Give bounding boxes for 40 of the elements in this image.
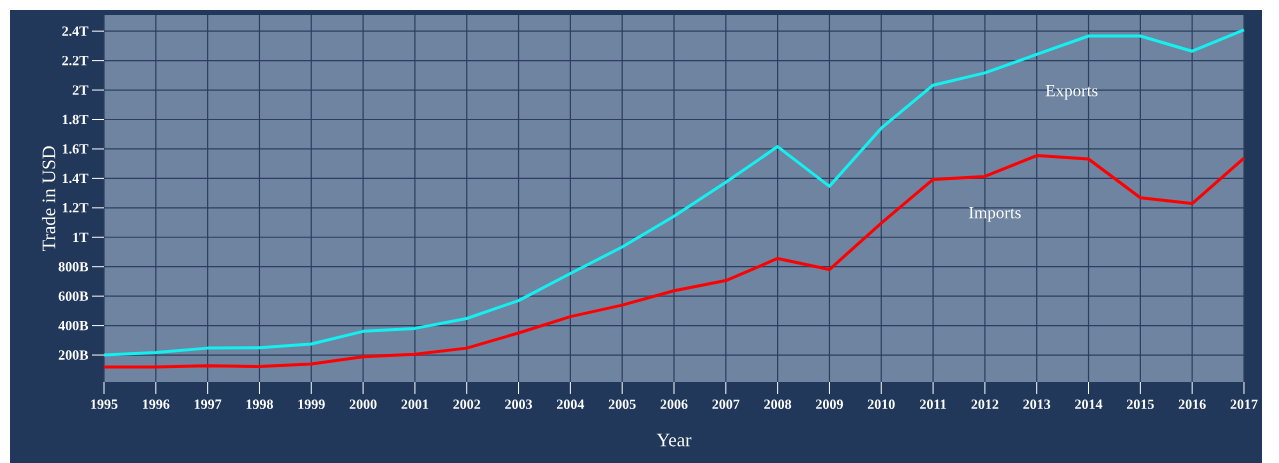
- x-tick-label: 2005: [608, 399, 636, 409]
- line-series: [102, 154, 1246, 369]
- x-tick-label: 2007: [712, 399, 740, 409]
- x-tick-label: 2006: [660, 399, 688, 409]
- y-tick-label: 2.4T: [62, 26, 89, 36]
- x-tick-label: 2011: [920, 399, 946, 409]
- x-tick-label: 2002: [453, 399, 481, 409]
- y-tick-label: 1.2T: [62, 203, 89, 213]
- x-tick-label: 2009: [816, 399, 843, 409]
- y-tick-label: 1.6T: [62, 144, 89, 154]
- series-label: Imports: [969, 207, 1021, 222]
- x-tick-label: 1997: [194, 399, 222, 409]
- x-tick-label: 1996: [142, 399, 170, 409]
- x-tick-label: 2014: [1075, 399, 1103, 409]
- x-tick-label: 2004: [556, 399, 585, 409]
- y-tick-label: 800B: [58, 261, 89, 272]
- x-tick-label: 2000: [349, 399, 377, 409]
- y-tick-label: 600B: [58, 291, 89, 301]
- x-tick-label: 2010: [867, 399, 895, 409]
- x-tick-label: 2015: [1126, 399, 1154, 409]
- x-axis-title: Year: [656, 433, 692, 447]
- x-tick-label: 1998: [246, 399, 273, 409]
- y-tick-label: 200B: [58, 350, 89, 360]
- y-tick-label: 1.4T: [62, 173, 89, 184]
- x-tick-label: 2001: [401, 399, 429, 409]
- series-label: Exports: [1045, 85, 1098, 100]
- y-tick-label: 1.8T: [62, 114, 89, 125]
- y-tick-label: 2.2T: [62, 55, 89, 66]
- x-tick-label: 2008: [764, 399, 792, 409]
- x-tick-label: 2013: [1023, 399, 1051, 409]
- y-tick-label: 1T: [73, 232, 89, 242]
- y-axis-title: Trade in USD: [41, 146, 56, 252]
- x-tick-label: 2012: [971, 399, 999, 409]
- x-tick-label: 1999: [298, 399, 325, 409]
- y-tick-label: 400B: [58, 320, 89, 331]
- x-tick-label: 1995: [91, 399, 118, 409]
- x-tick-label: 2017: [1230, 399, 1258, 409]
- x-tick-label: 2016: [1178, 399, 1206, 409]
- y-tick-label: 2T: [72, 85, 89, 95]
- x-tick-label: 2003: [505, 399, 533, 409]
